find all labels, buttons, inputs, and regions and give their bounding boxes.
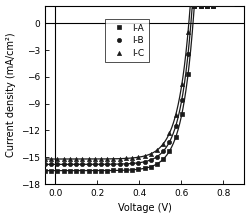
I-C	[137, 156, 140, 159]
I-B	[112, 163, 115, 166]
I-B	[168, 141, 171, 143]
I-B	[100, 163, 102, 166]
I-B	[149, 159, 152, 161]
I-B	[137, 162, 140, 164]
I-A	[156, 163, 158, 165]
I-B	[205, 4, 208, 7]
I-C	[118, 157, 121, 160]
I-A	[62, 169, 65, 172]
I-C	[186, 30, 190, 33]
I-A	[124, 169, 127, 171]
I-A	[180, 113, 183, 115]
I-A	[93, 169, 96, 172]
I-A	[205, 4, 208, 7]
Y-axis label: Current density (mA/cm²): Current density (mA/cm²)	[6, 32, 16, 157]
I-A	[137, 168, 140, 171]
I-B	[156, 155, 158, 158]
I-C	[56, 158, 59, 160]
I-A	[81, 169, 84, 172]
I-A	[112, 169, 115, 172]
I-A	[212, 4, 214, 7]
I-A	[74, 169, 78, 172]
Line: I-B: I-B	[43, 4, 215, 166]
I-C	[124, 157, 127, 160]
I-C	[44, 158, 46, 160]
I-A	[87, 169, 90, 172]
I-C	[62, 158, 65, 160]
I-C	[149, 153, 152, 155]
I-A	[186, 73, 190, 76]
I-A	[168, 150, 171, 152]
I-B	[180, 98, 183, 101]
I-C	[74, 158, 78, 160]
I-A	[44, 169, 46, 172]
I-A	[56, 169, 59, 172]
I-C	[168, 132, 171, 135]
I-A	[149, 165, 152, 168]
I-C	[180, 83, 183, 86]
I-A	[193, 5, 196, 8]
I-A	[143, 167, 146, 170]
I-B	[56, 163, 59, 166]
Line: I-A: I-A	[43, 4, 215, 173]
I-C	[112, 157, 115, 160]
I-B	[106, 163, 109, 166]
I-B	[81, 163, 84, 166]
I-B	[74, 163, 78, 166]
I-C	[174, 114, 177, 117]
I-A	[174, 136, 177, 139]
I-B	[143, 161, 146, 163]
I-A	[130, 169, 134, 171]
X-axis label: Voltage (V): Voltage (V)	[118, 203, 172, 214]
I-B	[199, 4, 202, 7]
I-A	[199, 4, 202, 7]
I-C	[93, 158, 96, 160]
Line: I-C: I-C	[43, 4, 215, 161]
I-C	[143, 155, 146, 157]
I-B	[174, 125, 177, 128]
I-B	[193, 4, 196, 7]
I-C	[156, 149, 158, 152]
I-C	[106, 158, 109, 160]
I-B	[118, 163, 121, 165]
I-C	[81, 158, 84, 160]
I-A	[100, 169, 102, 172]
I-A	[118, 169, 121, 172]
I-B	[186, 53, 190, 55]
I-B	[50, 163, 53, 166]
I-B	[162, 150, 165, 153]
I-C	[100, 158, 102, 160]
I-C	[130, 157, 134, 159]
I-B	[93, 163, 96, 166]
I-C	[50, 158, 53, 160]
Legend: I-A, I-B, I-C: I-A, I-B, I-C	[105, 19, 149, 62]
I-C	[205, 4, 208, 7]
I-C	[87, 158, 90, 160]
I-B	[124, 162, 127, 165]
I-C	[162, 143, 165, 145]
I-C	[199, 4, 202, 7]
I-C	[68, 158, 71, 160]
I-B	[130, 162, 134, 165]
I-C	[212, 4, 214, 7]
I-A	[106, 169, 109, 172]
I-B	[68, 163, 71, 166]
I-A	[50, 169, 53, 172]
I-B	[44, 163, 46, 166]
I-B	[62, 163, 65, 166]
I-A	[162, 158, 165, 161]
I-C	[193, 4, 196, 7]
I-B	[212, 4, 214, 7]
I-B	[87, 163, 90, 166]
I-A	[68, 169, 71, 172]
